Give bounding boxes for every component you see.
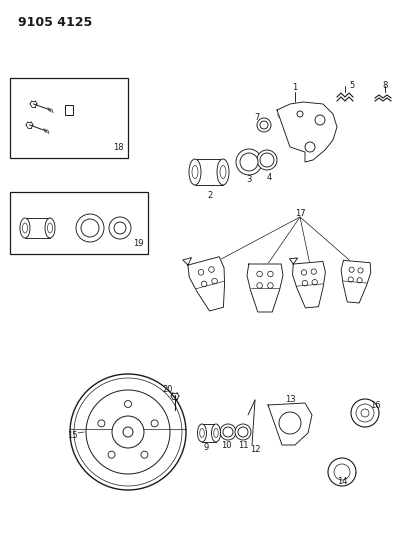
Ellipse shape — [217, 159, 229, 185]
Circle shape — [109, 217, 131, 239]
Text: 8: 8 — [382, 82, 388, 91]
Ellipse shape — [20, 218, 30, 238]
Circle shape — [260, 153, 274, 167]
Ellipse shape — [45, 218, 55, 238]
Polygon shape — [289, 258, 298, 264]
Text: 6: 6 — [276, 111, 282, 120]
Circle shape — [114, 222, 126, 234]
Text: 14: 14 — [337, 477, 347, 486]
Bar — [10, 192, 148, 254]
Circle shape — [70, 374, 186, 490]
Text: 1: 1 — [292, 84, 298, 93]
Circle shape — [257, 150, 277, 170]
Polygon shape — [268, 403, 312, 445]
Polygon shape — [293, 262, 326, 308]
Circle shape — [223, 427, 233, 437]
Text: 17: 17 — [295, 208, 305, 217]
Bar — [10, 78, 128, 158]
Text: 15: 15 — [67, 432, 77, 440]
Circle shape — [257, 118, 271, 132]
Polygon shape — [183, 257, 192, 265]
Circle shape — [351, 399, 379, 427]
Text: 18: 18 — [113, 143, 123, 152]
Text: 9105 4125: 9105 4125 — [18, 15, 92, 28]
Ellipse shape — [212, 424, 220, 442]
Circle shape — [112, 416, 144, 448]
Polygon shape — [277, 102, 337, 162]
Polygon shape — [247, 264, 283, 312]
Bar — [65, 105, 73, 115]
Text: 13: 13 — [285, 395, 296, 405]
Circle shape — [260, 121, 268, 129]
Circle shape — [235, 424, 251, 440]
Circle shape — [81, 219, 99, 237]
Text: 11: 11 — [238, 440, 248, 449]
Text: 16: 16 — [369, 400, 380, 409]
Circle shape — [220, 424, 236, 440]
Text: 2: 2 — [208, 190, 212, 199]
Ellipse shape — [198, 424, 206, 442]
Text: 10: 10 — [221, 440, 231, 449]
Circle shape — [76, 214, 104, 242]
Text: 7: 7 — [254, 114, 260, 123]
Circle shape — [240, 153, 258, 171]
Text: 3: 3 — [246, 175, 252, 184]
Text: 4: 4 — [266, 173, 272, 182]
Text: 5: 5 — [349, 82, 355, 91]
Ellipse shape — [189, 159, 201, 185]
Circle shape — [328, 458, 356, 486]
Circle shape — [236, 149, 262, 175]
Text: 19: 19 — [133, 239, 143, 248]
Text: 9: 9 — [203, 442, 209, 451]
Polygon shape — [341, 261, 371, 303]
Circle shape — [238, 427, 248, 437]
Text: 20: 20 — [163, 385, 173, 394]
Polygon shape — [188, 257, 224, 311]
Circle shape — [86, 390, 170, 474]
Text: 12: 12 — [250, 445, 260, 454]
